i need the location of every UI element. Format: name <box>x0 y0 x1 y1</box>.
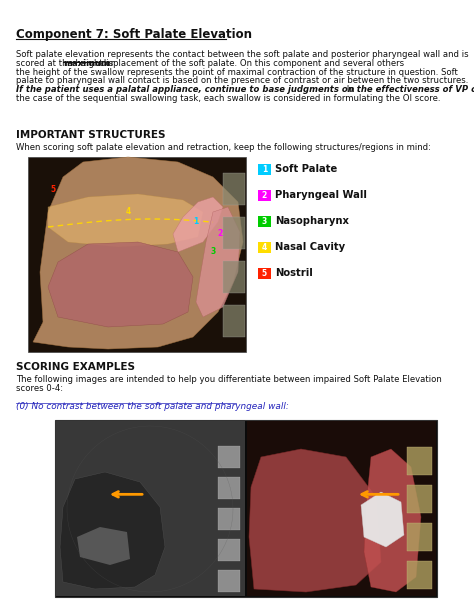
Polygon shape <box>33 157 243 349</box>
Polygon shape <box>249 449 381 592</box>
Bar <box>247 421 436 596</box>
Bar <box>56 421 245 596</box>
Bar <box>407 561 432 589</box>
Text: displacement of the soft palate. On this component and several others: displacement of the soft palate. On this… <box>98 59 404 68</box>
Bar <box>407 447 432 475</box>
Text: Nasopharynx: Nasopharynx <box>275 216 349 226</box>
Text: In: In <box>344 85 355 94</box>
Text: Pharyngeal Wall: Pharyngeal Wall <box>275 191 367 200</box>
Text: palate to pharyngeal wall contact is based on the presence of contrast or air be: palate to pharyngeal wall contact is bas… <box>16 77 468 85</box>
Text: If the patient uses a palatal appliance, continue to base judgments on the effec: If the patient uses a palatal appliance,… <box>16 85 474 94</box>
Text: scores 0-4:: scores 0-4: <box>16 384 63 393</box>
Text: 3: 3 <box>262 217 267 226</box>
Text: 5: 5 <box>50 186 55 194</box>
Bar <box>258 268 271 279</box>
Text: SCORING EXAMPLES: SCORING EXAMPLES <box>16 362 135 372</box>
Text: Component 7: Soft Palate Elevation: Component 7: Soft Palate Elevation <box>16 28 252 41</box>
Polygon shape <box>77 527 130 565</box>
Text: The following images are intended to help you differentiate between impaired Sof: The following images are intended to hel… <box>16 375 442 384</box>
Bar <box>258 216 271 227</box>
Polygon shape <box>196 207 240 317</box>
Bar <box>407 523 432 551</box>
Text: Nostril: Nostril <box>275 268 313 278</box>
Bar <box>218 446 240 468</box>
Text: Soft palate elevation represents the contact between the soft palate and posteri: Soft palate elevation represents the con… <box>16 50 469 59</box>
Text: Soft Palate: Soft Palate <box>275 164 337 175</box>
Text: 3: 3 <box>210 248 216 256</box>
Bar <box>223 173 245 205</box>
Bar <box>258 164 271 175</box>
Polygon shape <box>48 194 203 247</box>
Bar <box>218 539 240 561</box>
Text: 4: 4 <box>262 243 267 252</box>
Text: When scoring soft palate elevation and retraction, keep the following structures: When scoring soft palate elevation and r… <box>16 143 431 152</box>
Text: 1: 1 <box>262 165 267 174</box>
Text: the height of the swallow represents the point of maximal contraction of the str: the height of the swallow represents the… <box>16 67 458 77</box>
Polygon shape <box>60 472 165 589</box>
Bar <box>28 157 246 352</box>
Polygon shape <box>361 492 404 547</box>
Polygon shape <box>48 242 193 327</box>
Text: maximum: maximum <box>63 59 110 68</box>
Bar <box>218 477 240 499</box>
Bar <box>223 261 245 293</box>
Bar <box>258 242 271 253</box>
Bar <box>218 508 240 530</box>
Bar <box>223 217 245 249</box>
Text: Nasal Cavity: Nasal Cavity <box>275 243 345 253</box>
Text: scored at the height or: scored at the height or <box>16 59 117 68</box>
Text: 5: 5 <box>262 269 267 278</box>
Text: 2: 2 <box>262 191 267 200</box>
Text: 2: 2 <box>218 229 223 238</box>
Bar <box>218 570 240 592</box>
Text: (0) No contrast between the soft palate and pharyngeal wall:: (0) No contrast between the soft palate … <box>16 402 289 411</box>
Text: IMPORTANT STRUCTURES: IMPORTANT STRUCTURES <box>16 130 165 140</box>
Text: 4: 4 <box>126 207 131 216</box>
Bar <box>55 420 437 597</box>
Text: 1: 1 <box>193 218 199 226</box>
Bar <box>258 190 271 201</box>
Text: the case of the sequential swallowing task, each swallow is considered in formul: the case of the sequential swallowing ta… <box>16 94 440 103</box>
Bar <box>407 485 432 513</box>
Polygon shape <box>173 197 223 252</box>
Bar <box>223 305 245 337</box>
Polygon shape <box>364 449 421 592</box>
